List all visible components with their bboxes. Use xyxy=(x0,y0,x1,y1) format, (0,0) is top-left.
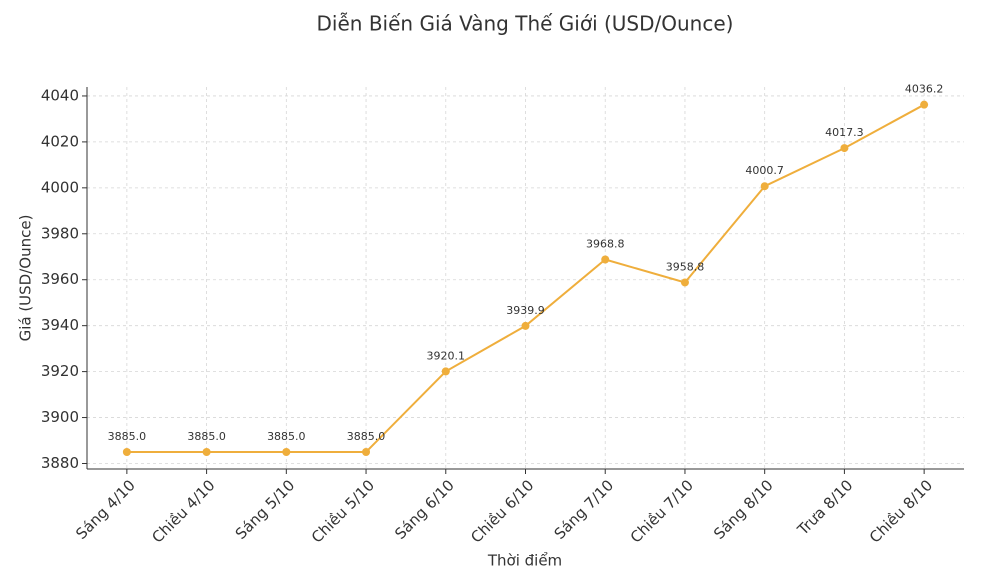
y-tick-label: 3920 xyxy=(41,362,79,380)
value-label: 3885.0 xyxy=(267,430,306,443)
value-label: 4036.2 xyxy=(905,83,944,96)
x-tick-label: Chiều 7/10 xyxy=(627,476,697,546)
y-tick-label: 3940 xyxy=(41,316,79,334)
y-tick-label: 4000 xyxy=(41,178,79,196)
value-label: 3885.0 xyxy=(187,430,226,443)
y-tick-label: 3880 xyxy=(41,454,79,472)
value-label: 3939.9 xyxy=(506,304,545,317)
y-tick-label: 3900 xyxy=(41,408,79,426)
point xyxy=(521,321,530,330)
value-label: 3920.1 xyxy=(427,349,466,362)
x-axis-label: Thời điểm xyxy=(487,552,562,570)
x-tick-label: Chiều 4/10 xyxy=(148,476,218,546)
x-tick-label: Sáng 4/10 xyxy=(72,476,139,543)
chart-title: Diễn Biến Giá Vàng Thế Giới (USD/Ounce) xyxy=(317,12,734,36)
point xyxy=(202,448,211,457)
point xyxy=(840,144,849,153)
point xyxy=(362,448,371,457)
x-tick-label: Sáng 8/10 xyxy=(710,476,777,543)
y-tick-label: 4040 xyxy=(41,86,79,104)
value-label: 4017.3 xyxy=(825,126,864,139)
point xyxy=(282,448,291,457)
x-tick-label: Sáng 6/10 xyxy=(391,476,458,543)
point xyxy=(441,367,450,376)
point xyxy=(680,278,689,287)
x-tick-label: Sáng 5/10 xyxy=(232,476,299,543)
y-tick-label: 3980 xyxy=(41,224,79,242)
x-tick-label: Trưa 8/10 xyxy=(793,476,856,539)
y-tick-label: 4020 xyxy=(41,132,79,150)
value-label: 3968.8 xyxy=(586,238,625,251)
y-tick-label: 3960 xyxy=(41,270,79,288)
point xyxy=(601,255,610,264)
point xyxy=(920,100,929,109)
value-label: 3885.0 xyxy=(347,430,386,443)
point xyxy=(122,448,131,457)
point xyxy=(760,182,769,191)
value-label: 3958.8 xyxy=(666,260,705,273)
value-label: 4000.7 xyxy=(745,164,784,177)
x-tick-label: Sáng 7/10 xyxy=(551,476,618,543)
value-label: 3885.0 xyxy=(108,430,147,443)
y-axis-label: Giá (USD/Ounce) xyxy=(17,215,35,342)
x-tick-label: Chiều 6/10 xyxy=(467,476,537,546)
x-tick-label: Chiều 8/10 xyxy=(866,476,936,546)
x-tick-label: Chiều 5/10 xyxy=(308,476,378,546)
